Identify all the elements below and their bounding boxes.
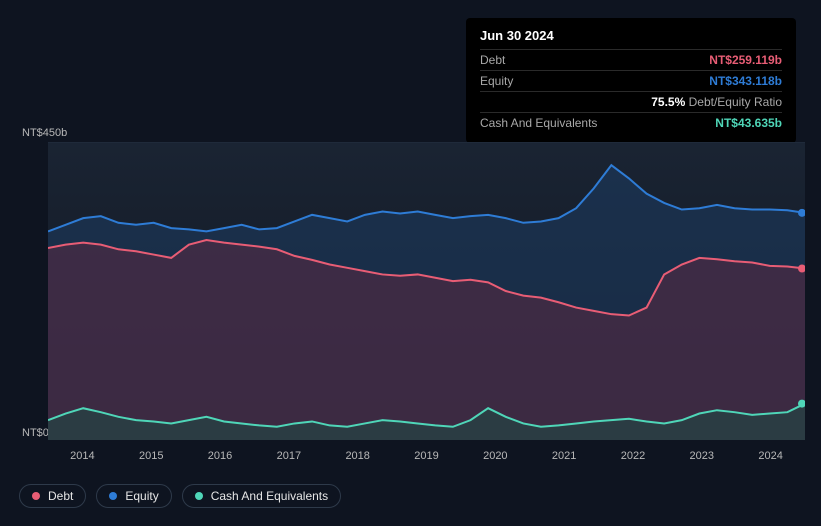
chart-legend: Debt Equity Cash And Equivalents bbox=[19, 484, 341, 508]
tooltip-ratio-row: 75.5% Debt/Equity Ratio bbox=[480, 91, 782, 112]
legend-item[interactable]: Cash And Equivalents bbox=[182, 484, 341, 508]
legend-label: Debt bbox=[48, 489, 73, 503]
chart-tooltip: Jun 30 2024 DebtNT$259.119bEquityNT$343.… bbox=[466, 18, 796, 143]
tooltip-cash-row: Cash And Equivalents NT$43.635b bbox=[480, 112, 782, 133]
tooltip-ratio: 75.5% Debt/Equity Ratio bbox=[651, 95, 782, 109]
tooltip-date: Jun 30 2024 bbox=[480, 28, 782, 49]
legend-label: Cash And Equivalents bbox=[211, 489, 328, 503]
legend-item[interactable]: Debt bbox=[19, 484, 86, 508]
y-axis-min-label: NT$0 bbox=[22, 427, 49, 439]
tooltip-row: EquityNT$343.118b bbox=[480, 70, 782, 91]
legend-item[interactable]: Equity bbox=[96, 484, 171, 508]
y-axis-max-label: NT$450b bbox=[22, 127, 67, 139]
tooltip-cash-value: NT$43.635b bbox=[715, 116, 782, 130]
legend-label: Equity bbox=[125, 489, 158, 503]
area-chart[interactable] bbox=[48, 142, 805, 440]
tooltip-row: DebtNT$259.119b bbox=[480, 49, 782, 70]
legend-dot-icon bbox=[32, 492, 40, 500]
legend-dot-icon bbox=[195, 492, 203, 500]
legend-dot-icon bbox=[109, 492, 117, 500]
